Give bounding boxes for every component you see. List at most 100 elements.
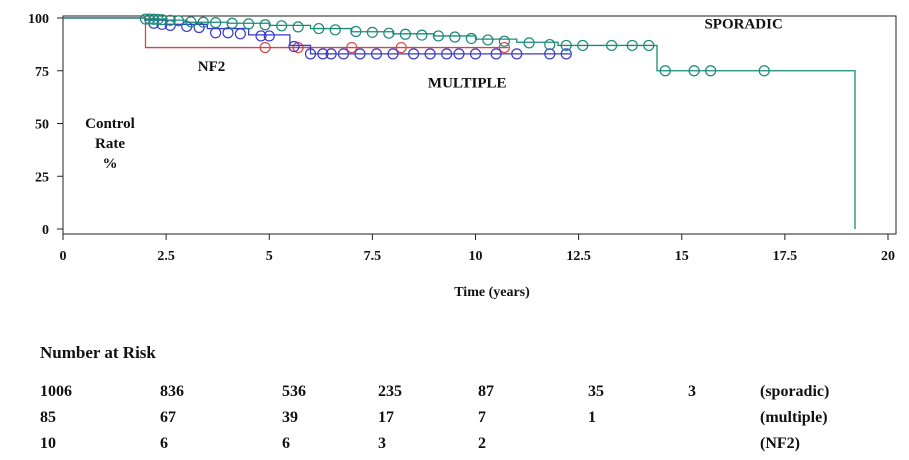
censor-mark-sporadic	[643, 39, 655, 52]
plot-frame	[62, 15, 897, 235]
risk-cell: 67	[160, 409, 176, 426]
censor-mark-multiple	[222, 27, 234, 39]
censor-mark-sporadic	[465, 32, 477, 45]
censor-mark-sporadic	[560, 39, 572, 52]
censor-mark-sporadic	[366, 26, 378, 38]
series-line-sporadic	[63, 17, 856, 229]
censor-mark-multiple	[255, 30, 267, 42]
x-tick-label: 15	[675, 249, 689, 264]
censor-mark-multiple	[387, 48, 399, 60]
x-axis-label: Time (years)	[454, 285, 530, 300]
censor-mark-sporadic	[156, 14, 168, 26]
censor-mark-sporadic	[152, 13, 164, 26]
y-axis-label: Rate	[95, 136, 125, 152]
censor-mark-multiple	[234, 28, 246, 40]
censor-mark-multiple	[370, 48, 383, 60]
series-label-multiple: MULTIPLE	[428, 76, 507, 92]
censor-mark-sporadic	[482, 34, 494, 46]
censor-mark-sporadic	[139, 13, 152, 25]
censor-mark-sporadic	[577, 39, 589, 52]
risk-cell: 85	[40, 409, 56, 426]
x-tick-label: 0	[60, 249, 67, 264]
censor-mark-multiple	[408, 48, 420, 60]
censor-mark-multiple	[453, 48, 465, 60]
censor-mark-multiple	[317, 48, 329, 60]
risk-cell: 1006	[40, 383, 72, 400]
censor-mark-sporadic	[626, 39, 638, 52]
censor-mark-multiple	[354, 48, 366, 60]
censor-mark-multiple	[469, 48, 482, 60]
chart-axes: 0 2.5 5 7.5 10 12.5 15 17.5 20 0 25 50 75 100 Time (ye…	[28, 12, 897, 300]
censor-mark-multiple	[544, 48, 556, 60]
risk-cell: 39	[282, 409, 298, 426]
censor-mark-sporadic	[659, 65, 671, 77]
risk-cell: 35	[588, 383, 604, 400]
censor-mark-multiple	[263, 30, 275, 42]
risk-cell: 7	[478, 409, 486, 426]
censor-mark-sporadic	[144, 13, 156, 25]
y-tick-label: 0	[42, 223, 49, 238]
risk-cell: 235	[378, 383, 402, 400]
censor-mark-sporadic	[243, 18, 255, 30]
risk-cell: 2	[478, 435, 486, 452]
censor-mark-multiple	[210, 27, 222, 39]
censor-mark-sporadic	[164, 14, 176, 26]
y-tick-label: 50	[35, 118, 49, 133]
censor-mark-sporadic	[210, 17, 222, 29]
censor-mark-sporadic	[416, 29, 428, 41]
number-at-risk-title: Number at Risk	[40, 343, 156, 362]
chart-curves	[63, 13, 856, 229]
censor-mark-multiple	[325, 48, 337, 60]
censor-mark-sporadic	[329, 24, 341, 36]
risk-row: 85 67 39 17 7 1 (multiple)	[0, 409, 909, 431]
risk-row: 10 6 6 3 2 (NF2)	[0, 435, 909, 457]
km-chart: 0 2.5 5 7.5 10 12.5 15 17.5 20 0 25 50 75 100 Time (ye…	[28, 12, 897, 300]
chart-labels: SPORADIC MULTIPLE NF2	[198, 17, 783, 92]
censor-mark-multiple	[441, 48, 453, 60]
risk-cell: 836	[160, 383, 184, 400]
censor-mark-sporadic	[688, 65, 700, 77]
censor-mark-multiple	[490, 48, 502, 60]
censor-mark-multiple	[337, 48, 350, 60]
censor-mark-multiple	[304, 48, 317, 60]
risk-cell: 6	[282, 435, 290, 452]
censor-mark-sporadic	[197, 16, 209, 28]
x-tick-label: 17.5	[773, 249, 798, 264]
censor-mark-sporadic	[172, 15, 185, 27]
y-axis-label: Control	[85, 116, 135, 132]
x-tick-label: 10	[469, 249, 483, 264]
censor-mark-sporadic	[226, 17, 238, 29]
risk-cell: 3	[688, 383, 696, 400]
censor-mark-sporadic	[606, 39, 618, 52]
censor-mark-sporadic	[523, 37, 535, 49]
risk-cell: 87	[478, 383, 494, 400]
y-tick-label: 75	[35, 65, 49, 80]
censor-mark-sporadic	[399, 28, 411, 40]
censor-mark-multiple	[288, 40, 300, 53]
censor-mark-multiple	[560, 48, 572, 60]
risk-row-label: (multiple)	[760, 409, 828, 426]
censor-mark-sporadic	[432, 30, 444, 42]
censor-mark-sporadic	[292, 21, 304, 33]
censor-mark-multiple	[511, 48, 523, 60]
y-axis-label: %	[103, 156, 118, 172]
censor-mark-sporadic	[350, 25, 362, 38]
series-label-sporadic: SPORADIC	[704, 17, 782, 33]
censor-mark-nf2	[259, 41, 271, 54]
series-label-nf2: NF2	[198, 59, 226, 75]
censor-mark-sporadic	[259, 19, 271, 31]
x-tick-label: 7.5	[364, 249, 382, 264]
censor-mark-multiple	[424, 48, 436, 60]
risk-cell: 17	[378, 409, 394, 426]
x-tick-label: 5	[266, 249, 273, 264]
censor-mark-sporadic	[449, 31, 461, 43]
censor-mark-sporadic	[705, 65, 717, 77]
risk-row-label: (sporadic)	[760, 383, 830, 400]
x-tick-label: 20	[881, 249, 895, 264]
censor-mark-sporadic	[148, 13, 160, 25]
censor-mark-sporadic	[544, 38, 556, 51]
x-tick-label: 12.5	[566, 249, 591, 264]
x-tick-label: 2.5	[157, 249, 175, 264]
censor-mark-nf2	[292, 41, 304, 54]
risk-cell: 6	[160, 435, 168, 452]
